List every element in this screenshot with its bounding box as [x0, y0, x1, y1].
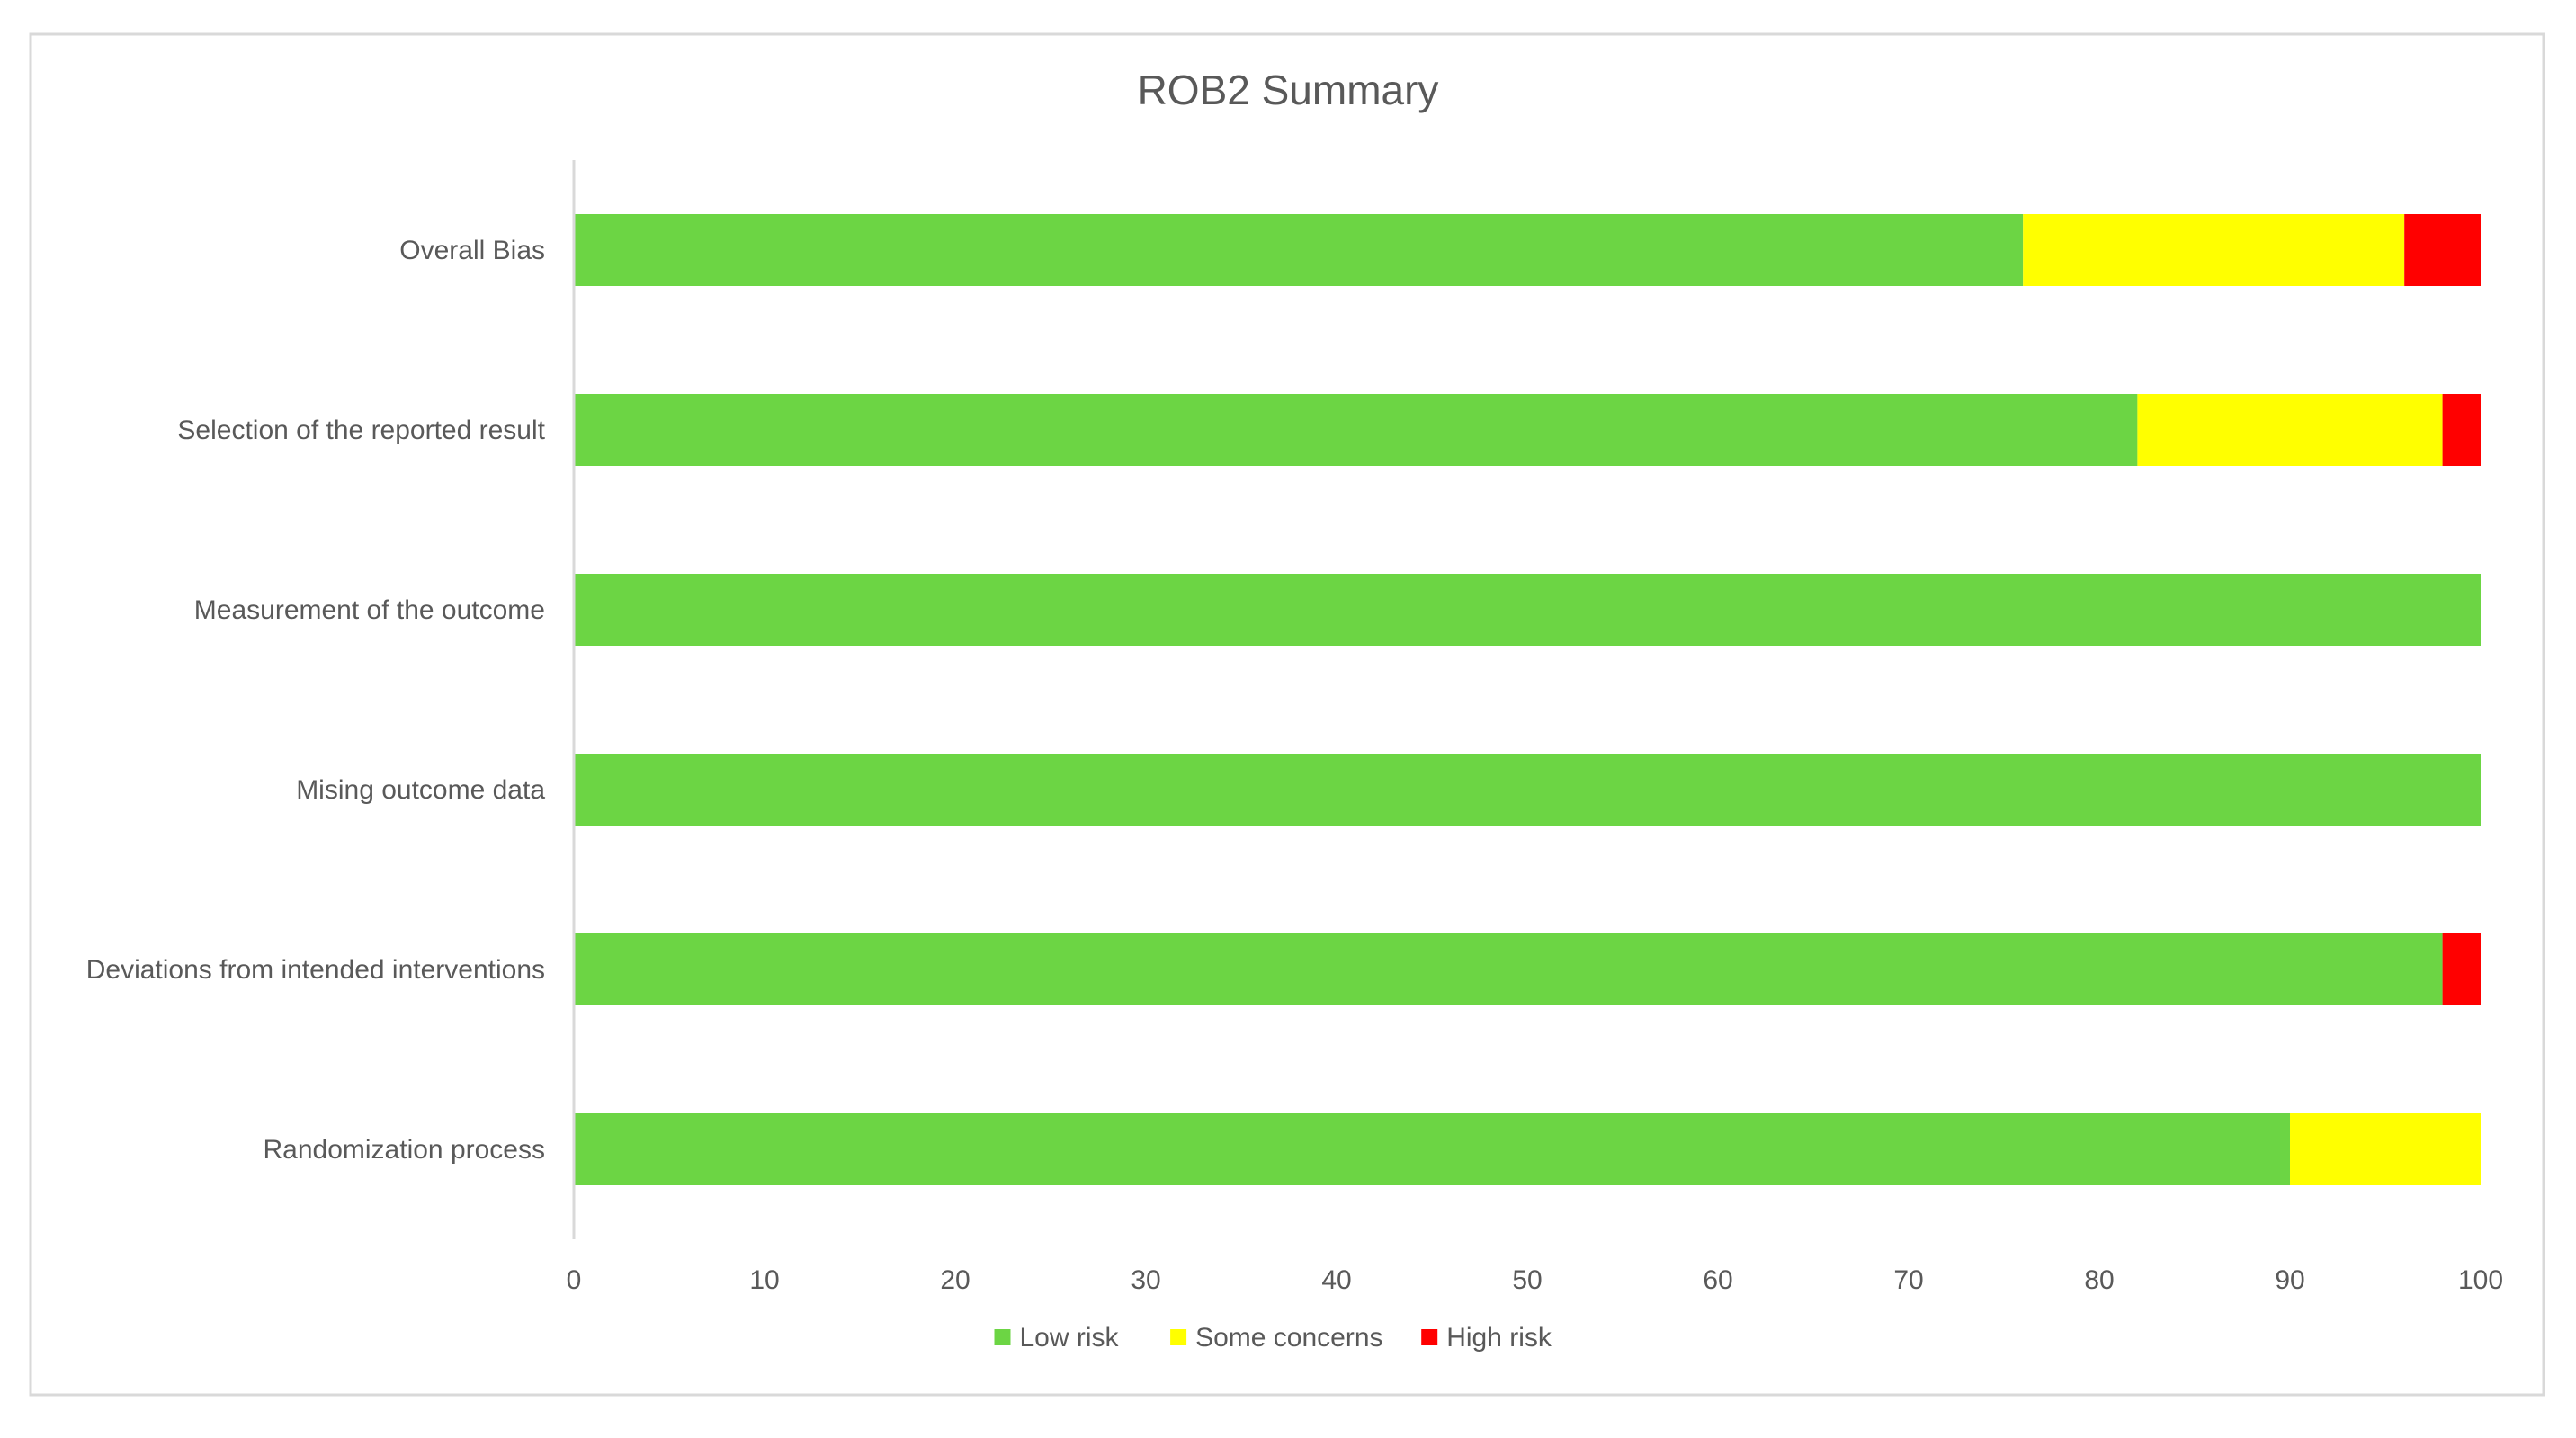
bars-layer	[574, 214, 2481, 1185]
legend-item-some-concerns: Some concerns	[1170, 1323, 1383, 1353]
x-tick-label: 50	[1512, 1265, 1542, 1295]
bar-measurement-of-the-outcome-low-risk	[574, 574, 2481, 646]
category-label: Deviations from intended interventions	[86, 955, 545, 985]
bar-overall-bias-high-risk	[2404, 214, 2481, 286]
category-label: Randomization process	[264, 1135, 546, 1165]
x-axis-tick-labels: 0 10 20 30 40 50 60 70 80 90 100	[567, 1265, 2503, 1295]
bar-mising-outcome-data-low-risk	[574, 754, 2481, 826]
legend-swatch	[994, 1329, 1011, 1345]
x-tick-label: 100	[2458, 1265, 2503, 1295]
legend: Low risk Some concerns High risk	[994, 1323, 1552, 1353]
legend-swatch	[1170, 1329, 1187, 1345]
category-labels: Overall Bias Selection of the reported re…	[86, 236, 546, 1165]
category-label: Mising outcome data	[296, 775, 545, 805]
bar-randomization-process-low-risk	[574, 1113, 2290, 1185]
x-tick-label: 80	[2084, 1265, 2114, 1295]
legend-label: Low risk	[1020, 1323, 1120, 1353]
legend-item-low-risk: Low risk	[994, 1323, 1120, 1353]
bar-selection-of-the-reported-result-some-concerns	[2137, 394, 2443, 466]
chart-title: ROB2 Summary	[1138, 67, 1439, 113]
x-tick-label: 30	[1131, 1265, 1160, 1295]
bar-overall-bias-low-risk	[574, 214, 2024, 286]
x-tick-label: 40	[1321, 1265, 1351, 1295]
x-tick-label: 70	[1893, 1265, 1923, 1295]
bar-deviations-from-intended-interventions-high-risk	[2442, 933, 2481, 1005]
x-tick-label: 10	[749, 1265, 779, 1295]
bar-overall-bias-some-concerns	[2023, 214, 2405, 286]
legend-swatch	[1421, 1329, 1438, 1345]
legend-label: High risk	[1446, 1323, 1552, 1353]
bar-randomization-process-some-concerns	[2290, 1113, 2481, 1185]
x-tick-label: 90	[2275, 1265, 2304, 1295]
bar-selection-of-the-reported-result-low-risk	[574, 394, 2138, 466]
x-tick-label: 60	[1703, 1265, 1732, 1295]
legend-label: Some concerns	[1195, 1323, 1382, 1353]
x-tick-label: 0	[567, 1265, 582, 1295]
category-label: Measurement of the outcome	[194, 595, 545, 625]
bar-selection-of-the-reported-result-high-risk	[2442, 394, 2481, 466]
legend-item-high-risk: High risk	[1421, 1323, 1552, 1353]
x-tick-label: 20	[940, 1265, 970, 1295]
category-label: Selection of the reported result	[177, 415, 545, 445]
bar-deviations-from-intended-interventions-low-risk	[574, 933, 2443, 1005]
category-label: Overall Bias	[399, 236, 545, 265]
